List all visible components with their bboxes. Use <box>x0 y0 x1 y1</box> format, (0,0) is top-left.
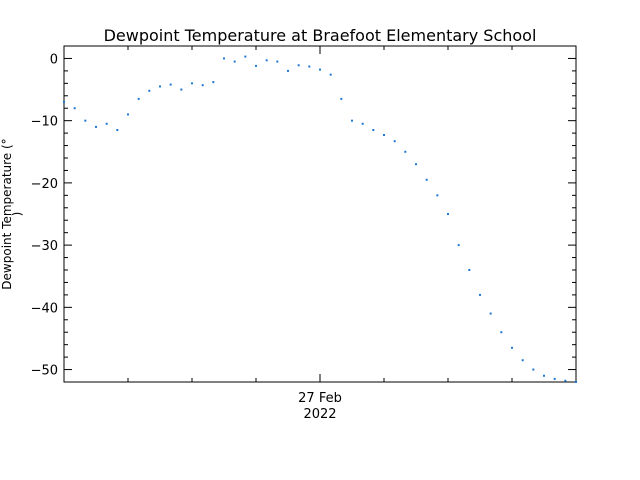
data-point <box>159 85 161 88</box>
data-point <box>393 140 396 143</box>
data-point <box>180 88 183 91</box>
y-tick-label: −20 <box>31 177 58 192</box>
data-point <box>425 178 428 181</box>
data-point <box>543 374 545 377</box>
data-point <box>575 381 577 383</box>
chart-title: Dewpoint Temperature at Braefoot Element… <box>104 26 537 45</box>
data-point <box>351 119 353 122</box>
y-axis-label-line2: ) <box>10 212 24 217</box>
data-point <box>255 64 257 67</box>
data-point <box>521 359 524 362</box>
y-axis-ticks <box>64 57 576 371</box>
y-axis-label-line1: Dewpoint Temperature (° <box>0 138 14 289</box>
data-point <box>297 64 300 67</box>
data-point <box>116 129 119 131</box>
data-point <box>63 101 65 103</box>
data-point <box>468 269 471 271</box>
data-point <box>169 83 172 86</box>
data-point <box>73 107 76 110</box>
x-tick-label-date: 27 Feb <box>298 391 342 406</box>
dewpoint-series <box>63 55 577 383</box>
data-point <box>201 84 204 87</box>
y-tick-label: −30 <box>31 239 58 254</box>
data-point <box>191 82 193 85</box>
data-point <box>212 81 215 84</box>
data-point <box>319 68 321 71</box>
x-tick-label-year: 2022 <box>303 407 336 422</box>
y-tick-label: 0 <box>50 52 58 67</box>
data-point <box>564 379 567 382</box>
data-point <box>383 133 385 136</box>
data-point <box>223 57 225 60</box>
data-point <box>457 244 460 247</box>
data-point <box>436 194 439 197</box>
data-point <box>287 69 289 72</box>
y-tick-label: −10 <box>31 115 58 130</box>
data-point <box>127 113 129 116</box>
data-point <box>95 125 97 128</box>
data-point <box>489 312 492 315</box>
y-axis-tick-labels: 0 −10 −20 −30 −40 −50 <box>31 52 58 378</box>
data-point <box>447 213 449 215</box>
data-point <box>553 377 556 380</box>
data-point <box>361 122 364 125</box>
data-point <box>308 65 311 68</box>
data-point <box>511 346 513 349</box>
x-axis-ticks <box>127 46 513 382</box>
data-point <box>500 331 503 334</box>
y-tick-label: −50 <box>31 364 58 379</box>
data-point <box>276 60 279 63</box>
data-point <box>84 119 87 122</box>
data-point <box>415 163 417 166</box>
data-point <box>148 89 151 92</box>
data-point <box>532 368 535 371</box>
data-point <box>265 59 268 62</box>
data-point <box>340 97 343 100</box>
data-point <box>372 129 375 131</box>
data-point <box>329 73 332 76</box>
data-point <box>137 97 140 100</box>
y-axis-label-group: Dewpoint Temperature (° ) <box>0 138 24 289</box>
plot-area-frame <box>63 45 577 383</box>
data-point <box>404 150 407 153</box>
data-point <box>105 122 108 125</box>
data-point <box>244 55 247 58</box>
y-tick-label: −40 <box>31 301 58 316</box>
data-point <box>233 60 236 63</box>
data-point <box>479 293 481 296</box>
